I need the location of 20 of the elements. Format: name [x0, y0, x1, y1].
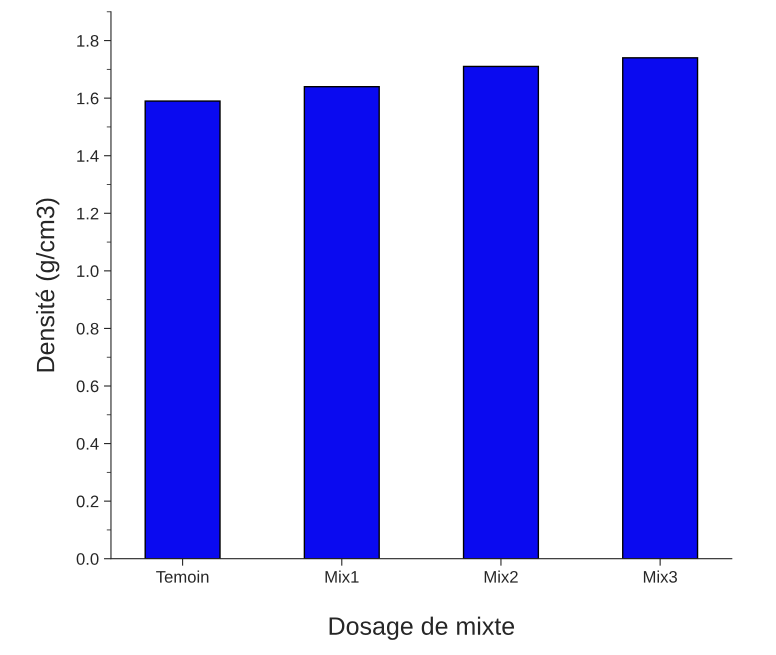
bar: [144, 100, 221, 559]
x-tick-label: Mix3: [644, 570, 677, 583]
y-tick-label: 1.4: [77, 150, 99, 162]
y-tick-label: 0.8: [76, 322, 98, 335]
bar: [622, 57, 698, 559]
bar: [304, 86, 380, 559]
y-tick-label: 1.0: [77, 265, 99, 278]
y-tick-label: 1.6: [77, 92, 98, 104]
bar: [462, 66, 540, 559]
y-tick-label: 0.6: [76, 380, 98, 392]
y-tick-label: 0.0: [76, 553, 99, 565]
y-tick-label: 1.8: [77, 34, 98, 47]
y-axis-title: Densité (g/cm3): [36, 198, 60, 372]
x-tick-label: Mix1: [326, 570, 359, 583]
y-tick-label: 0.4: [76, 438, 99, 450]
y-tick-label: 1.2: [77, 208, 98, 220]
x-axis-title: Dosage de mixte: [330, 616, 514, 640]
y-tick-label: 0.2: [76, 496, 98, 508]
x-tick-label: Temoin: [156, 570, 208, 583]
x-tick-label: Mix2: [484, 570, 518, 583]
